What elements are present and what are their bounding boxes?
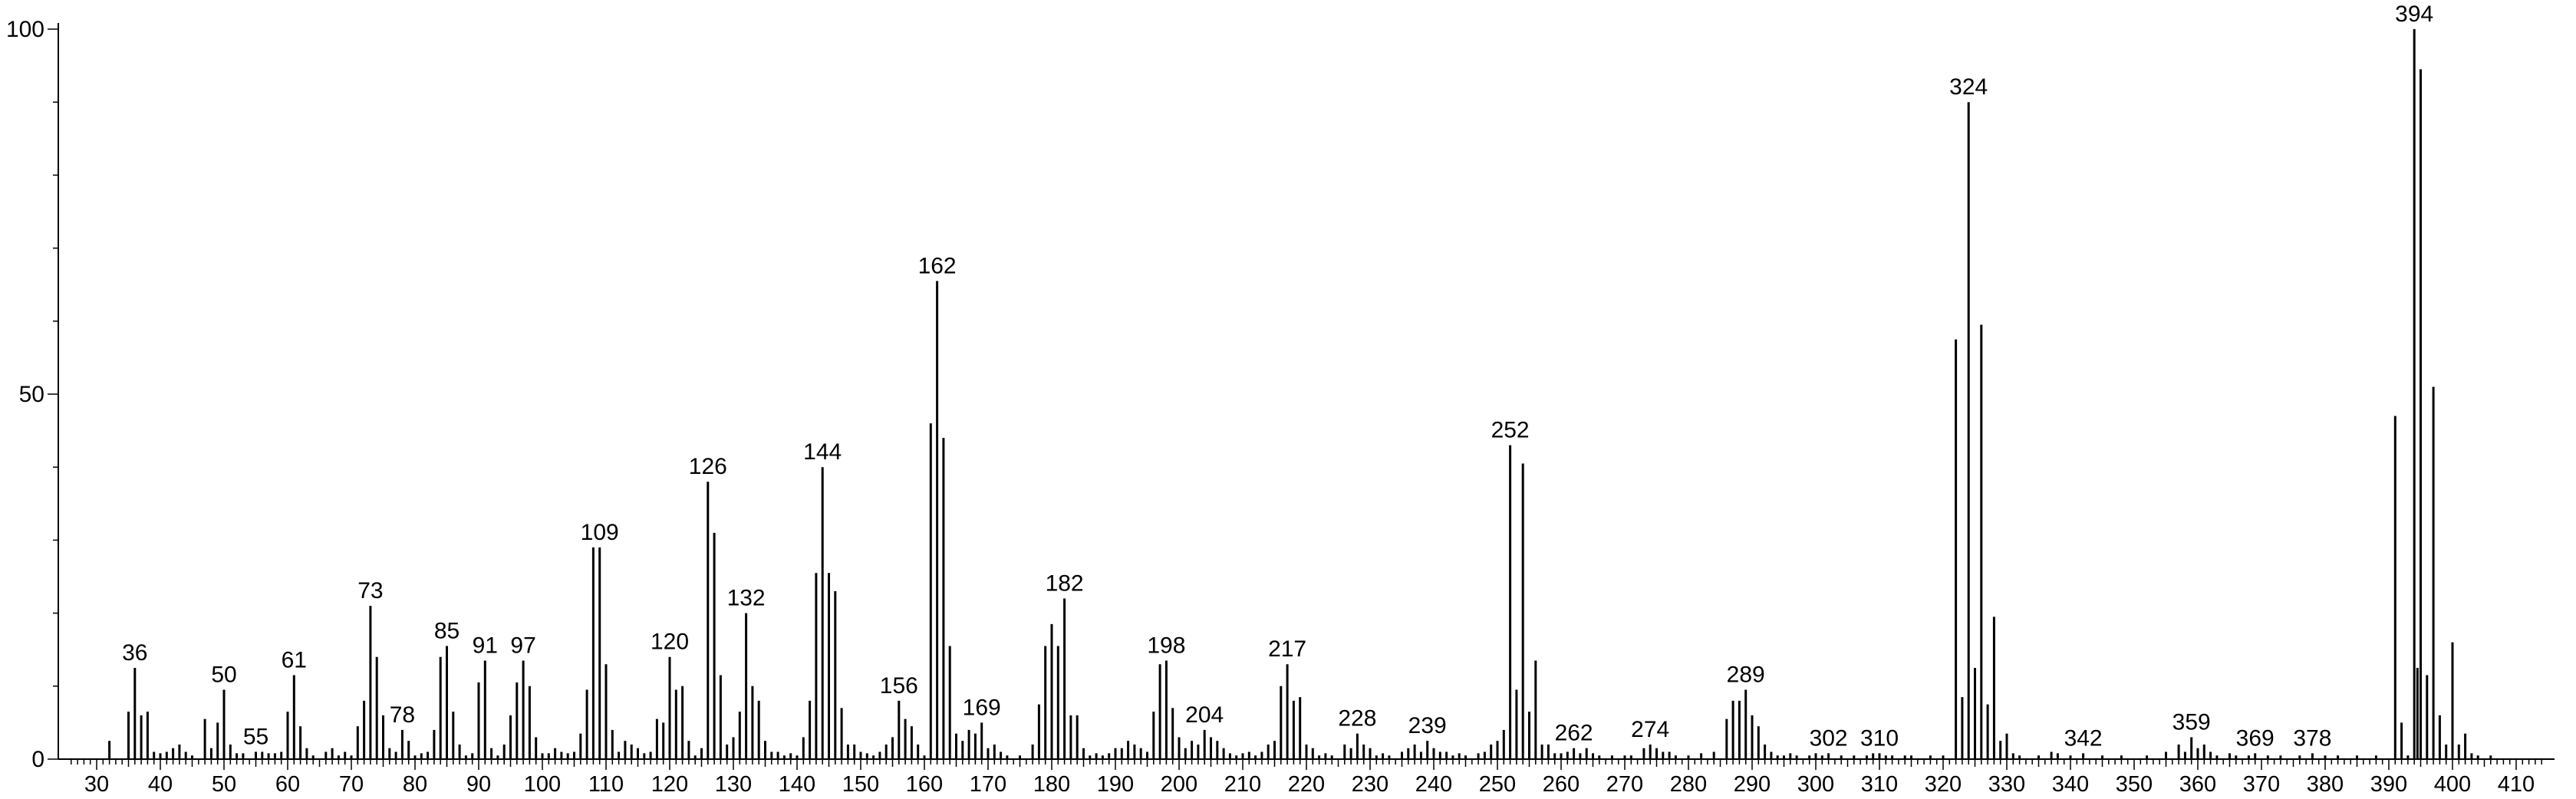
peak-label-91: 91 — [473, 633, 498, 658]
x-tick-label-320: 320 — [1925, 772, 1962, 797]
x-tick-label-280: 280 — [1670, 772, 1707, 797]
x-tick-label-130: 130 — [715, 772, 752, 797]
peak-label-378: 378 — [2293, 725, 2331, 751]
peak-label-310: 310 — [1860, 725, 1899, 751]
peak-label-394: 394 — [2395, 2, 2433, 27]
peak-label-182: 182 — [1046, 571, 1084, 597]
x-tick-label-30: 30 — [84, 772, 109, 797]
peak-label-252: 252 — [1491, 418, 1530, 443]
peak-label-156: 156 — [880, 673, 918, 699]
x-tick-label-290: 290 — [1734, 772, 1771, 797]
x-tick-label-150: 150 — [842, 772, 879, 797]
x-tick-label-240: 240 — [1415, 772, 1452, 797]
peak-bars — [108, 29, 2492, 759]
peak-label-204: 204 — [1185, 702, 1224, 728]
peak-label-324: 324 — [1949, 74, 1988, 100]
x-tick-label-50: 50 — [212, 772, 236, 797]
peak-label-262: 262 — [1555, 721, 1593, 746]
x-tick-label-170: 170 — [970, 772, 1006, 797]
y-tick-label-0: 0 — [31, 747, 44, 772]
peak-label-274: 274 — [1631, 717, 1669, 742]
peak-labels: 36 50 55 61 73 78 85 91 97 109 120 126 132 144 156 162 1… — [122, 2, 2433, 751]
x-tick-label-300: 300 — [1797, 772, 1834, 797]
peak-label-73: 73 — [357, 578, 383, 603]
x-tick-label-40: 40 — [148, 772, 173, 797]
x-tick-label-90: 90 — [466, 772, 491, 797]
peak-label-369: 369 — [2236, 725, 2275, 751]
x-axis-ticks: 30 40 50 60 70 80 90 100 110 120 130 140 150 160 170 18… — [71, 759, 2542, 797]
x-tick-label-70: 70 — [339, 772, 364, 797]
x-tick-label-220: 220 — [1288, 772, 1325, 797]
x-tick-label-360: 360 — [2179, 772, 2216, 797]
x-tick-label-60: 60 — [275, 772, 300, 797]
peak-label-342: 342 — [2064, 725, 2103, 751]
x-tick-label-100: 100 — [524, 772, 561, 797]
x-tick-label-230: 230 — [1352, 772, 1388, 797]
x-tick-label-390: 390 — [2370, 772, 2407, 797]
x-tick-label-270: 270 — [1606, 772, 1643, 797]
x-tick-label-200: 200 — [1161, 772, 1197, 797]
x-tick-label-410: 410 — [2498, 772, 2535, 797]
peak-label-97: 97 — [510, 633, 535, 658]
peak-label-239: 239 — [1408, 713, 1447, 738]
peak-label-120: 120 — [651, 630, 689, 655]
peak-label-85: 85 — [434, 618, 460, 643]
x-tick-label-180: 180 — [1033, 772, 1070, 797]
peak-label-217: 217 — [1268, 636, 1306, 662]
x-tick-label-80: 80 — [403, 772, 427, 797]
y-axis-ticks: 0 50 100 — [6, 17, 58, 772]
peak-label-359: 359 — [2172, 709, 2211, 735]
peak-label-126: 126 — [689, 454, 727, 479]
x-tick-label-160: 160 — [906, 772, 943, 797]
x-tick-label-210: 210 — [1224, 772, 1261, 797]
x-tick-label-340: 340 — [2052, 772, 2089, 797]
peak-label-198: 198 — [1147, 633, 1185, 658]
y-tick-label-100: 100 — [6, 17, 44, 42]
peak-label-162: 162 — [918, 253, 957, 278]
x-tick-label-250: 250 — [1479, 772, 1516, 797]
x-tick-label-350: 350 — [2116, 772, 2153, 797]
peak-label-169: 169 — [963, 695, 1001, 720]
x-tick-label-140: 140 — [779, 772, 815, 797]
x-tick-label-260: 260 — [1543, 772, 1580, 797]
x-tick-label-120: 120 — [651, 772, 688, 797]
x-tick-label-370: 370 — [2243, 772, 2280, 797]
x-tick-label-380: 380 — [2307, 772, 2344, 797]
x-tick-label-190: 190 — [1097, 772, 1134, 797]
peak-label-144: 144 — [803, 439, 842, 465]
peak-label-302: 302 — [1810, 725, 1848, 751]
peak-label-109: 109 — [581, 520, 619, 545]
x-tick-label-110: 110 — [588, 772, 624, 797]
peak-label-61: 61 — [282, 648, 307, 673]
peak-label-55: 55 — [243, 724, 268, 749]
peak-label-289: 289 — [1727, 663, 1765, 688]
peak-label-50: 50 — [211, 663, 236, 688]
peak-label-78: 78 — [390, 702, 415, 728]
x-tick-label-310: 310 — [1861, 772, 1898, 797]
x-tick-label-400: 400 — [2434, 772, 2471, 797]
peak-label-36: 36 — [122, 640, 147, 666]
peak-label-132: 132 — [727, 586, 766, 611]
x-tick-label-330: 330 — [1988, 772, 2025, 797]
peak-label-228: 228 — [1338, 706, 1376, 732]
y-tick-label-50: 50 — [19, 382, 44, 407]
